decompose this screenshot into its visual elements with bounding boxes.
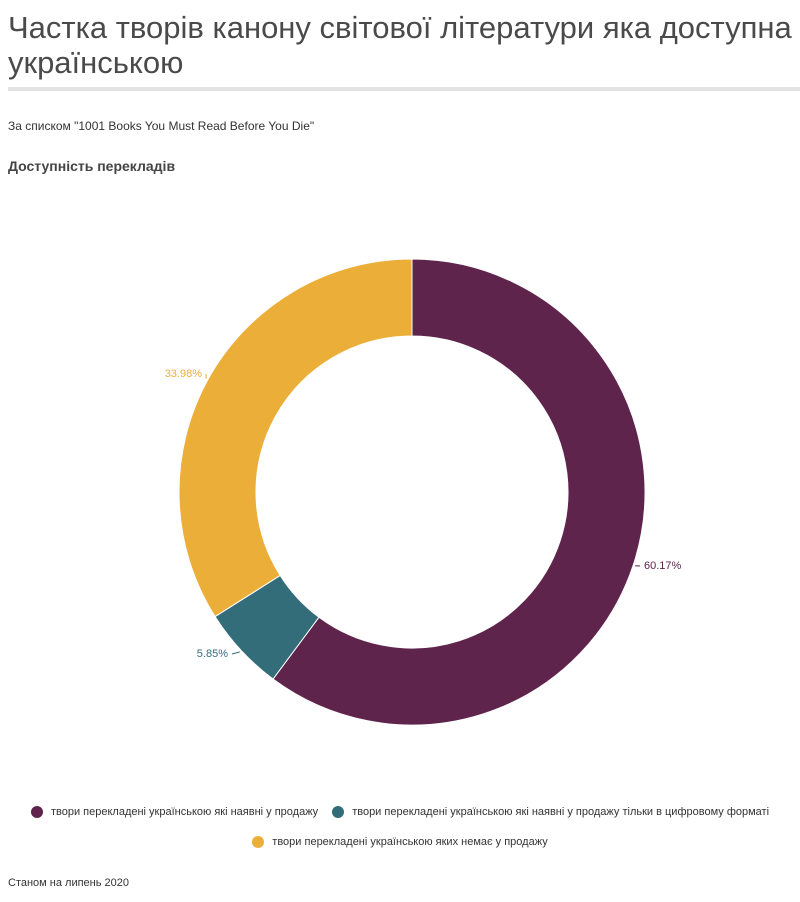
donut-chart: 60.17% 5.85% 33.98% [165, 258, 682, 726]
slice-data-label: 5.85% [197, 648, 228, 660]
legend-item[interactable]: твори перекладені українською які наявні… [332, 806, 769, 818]
legend-label: твори перекладені українською які наявні… [352, 806, 770, 818]
legend-label: твори перекладені українською які наявні… [50, 806, 319, 818]
donut-slice[interactable] [178, 258, 413, 618]
legend-label: твори перекладені українською яких немає… [272, 836, 548, 848]
legend-row: твори перекладені українською яких немає… [0, 831, 800, 853]
legend-row: твори перекладені українською які наявні… [0, 801, 800, 823]
slice-data-label: 60.17% [644, 560, 682, 572]
slice-data-label: 33.98% [165, 368, 203, 380]
page-title: Частка творів канону світової літератури… [8, 10, 792, 80]
donut-slice[interactable] [272, 258, 646, 726]
legend-item[interactable]: твори перекладені українською які наявні… [30, 806, 319, 818]
footer-note: Станом на липень 2020 [8, 877, 130, 889]
legend-item[interactable]: твори перекладені українською яких немає… [252, 836, 548, 848]
chart-legend: твори перекладені українською які наявні… [0, 801, 800, 861]
slice-label-connector [231, 651, 240, 655]
legend-swatch [30, 806, 43, 818]
legend-swatch [332, 806, 345, 818]
chart-heading: Доступність перекладів [8, 158, 176, 174]
page-subtitle: За списком "1001 Books You Must Read Bef… [8, 119, 315, 133]
legend-swatch [252, 836, 265, 848]
title-divider [8, 87, 800, 91]
